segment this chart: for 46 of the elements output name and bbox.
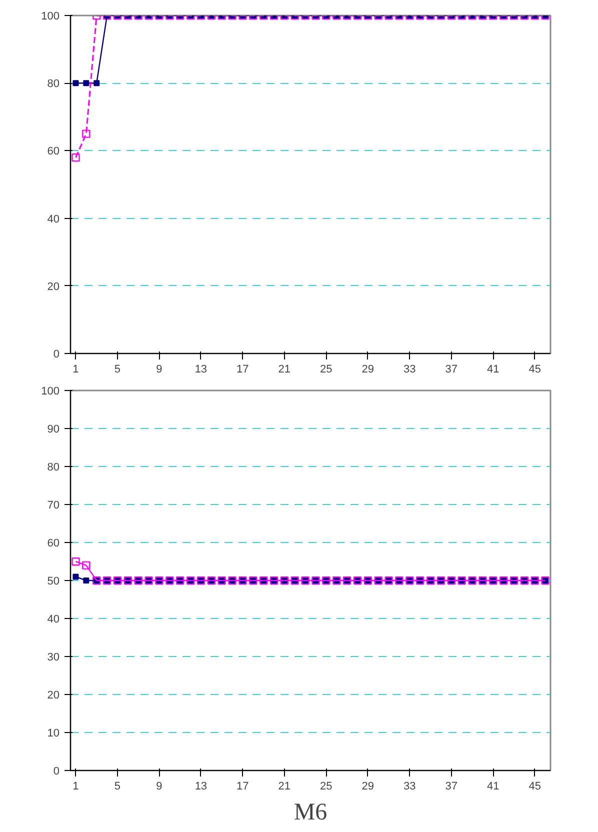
x-tick-label: 17	[236, 364, 249, 376]
x-tick-label: 5	[114, 364, 121, 376]
y-tick-label: 30	[47, 652, 60, 664]
y-tick-label: 0	[53, 766, 60, 778]
y-tick-label: 40	[47, 213, 60, 226]
x-tick-label: 29	[362, 780, 374, 792]
x-tick-label: 21	[278, 364, 291, 376]
y-tick-label: 90	[47, 424, 60, 436]
x-tick-label: 25	[320, 780, 332, 792]
x-tick-label: 1	[72, 364, 79, 376]
x-tick-label: 37	[445, 780, 458, 792]
x-tick-label: 45	[528, 780, 541, 792]
x-tick-label: 21	[278, 780, 291, 792]
y-tick-label: 60	[47, 538, 60, 550]
x-tick-label: 45	[528, 364, 541, 376]
x-tick-label: 25	[320, 364, 332, 376]
y-tick-label: 80	[47, 78, 60, 90]
x-tick-label: 9	[156, 780, 162, 792]
x-tick-label: 5	[114, 780, 121, 792]
text: M6	[294, 800, 328, 826]
y-tick-label: 0	[53, 348, 60, 360]
x-tick-label: 9	[156, 364, 162, 376]
y-tick-label: 70	[47, 500, 60, 512]
y-tick-label: 10	[47, 728, 60, 740]
y-tick-label: 100	[41, 386, 60, 398]
x-tick-label: 29	[362, 364, 374, 376]
y-tick-label: 20	[47, 280, 60, 293]
y-tick-label: 60	[47, 146, 60, 158]
y-tick-label: 80	[47, 462, 60, 474]
point	[83, 578, 90, 584]
point	[72, 557, 80, 566]
x-tick-label: 17	[236, 780, 249, 792]
x-tick-label: 37	[445, 364, 458, 376]
y-tick-label: 50	[47, 576, 60, 588]
x-tick-label: 33	[404, 780, 416, 792]
y-tick-label: 100	[41, 10, 60, 22]
x-tick-label: 33	[404, 364, 416, 376]
x-tick-label: 13	[194, 364, 208, 376]
point	[82, 561, 90, 570]
point	[72, 574, 79, 580]
y-tick-label: 40	[47, 614, 60, 626]
x-tick-label: 41	[486, 364, 500, 376]
x-tick-label: 13	[194, 780, 208, 792]
x-tick-label: 41	[486, 780, 500, 792]
x-tick-label: 1	[72, 780, 79, 792]
y-tick-label: 20	[47, 690, 60, 702]
